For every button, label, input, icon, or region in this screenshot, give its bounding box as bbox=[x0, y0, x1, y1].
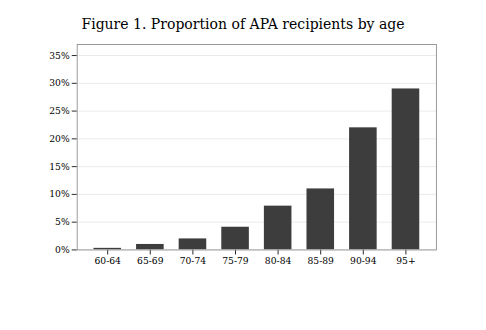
svg-text:30%: 30% bbox=[49, 77, 70, 88]
svg-text:80-84: 80-84 bbox=[265, 255, 292, 266]
svg-text:75-79: 75-79 bbox=[222, 255, 249, 266]
svg-text:85-89: 85-89 bbox=[307, 255, 334, 266]
svg-text:20%: 20% bbox=[49, 133, 70, 144]
svg-text:25%: 25% bbox=[49, 105, 70, 116]
html-text:Figure 1. Proportion of APA re: Figure 1. Proportion of APA recipients b… bbox=[81, 16, 405, 32]
svg-text:35%: 35% bbox=[49, 49, 70, 60]
svg-text:95+: 95+ bbox=[396, 255, 415, 266]
svg-text:10%: 10% bbox=[49, 188, 70, 199]
svg-text:90-94: 90-94 bbox=[350, 255, 377, 266]
svg-text:15%: 15% bbox=[49, 161, 70, 172]
svg-text:70-74: 70-74 bbox=[180, 255, 207, 266]
svg-text:0%: 0% bbox=[55, 244, 70, 255]
svg-text:5%: 5% bbox=[55, 216, 70, 227]
svg-text:60-64: 60-64 bbox=[94, 255, 121, 266]
svg-text:65-69: 65-69 bbox=[137, 255, 164, 266]
